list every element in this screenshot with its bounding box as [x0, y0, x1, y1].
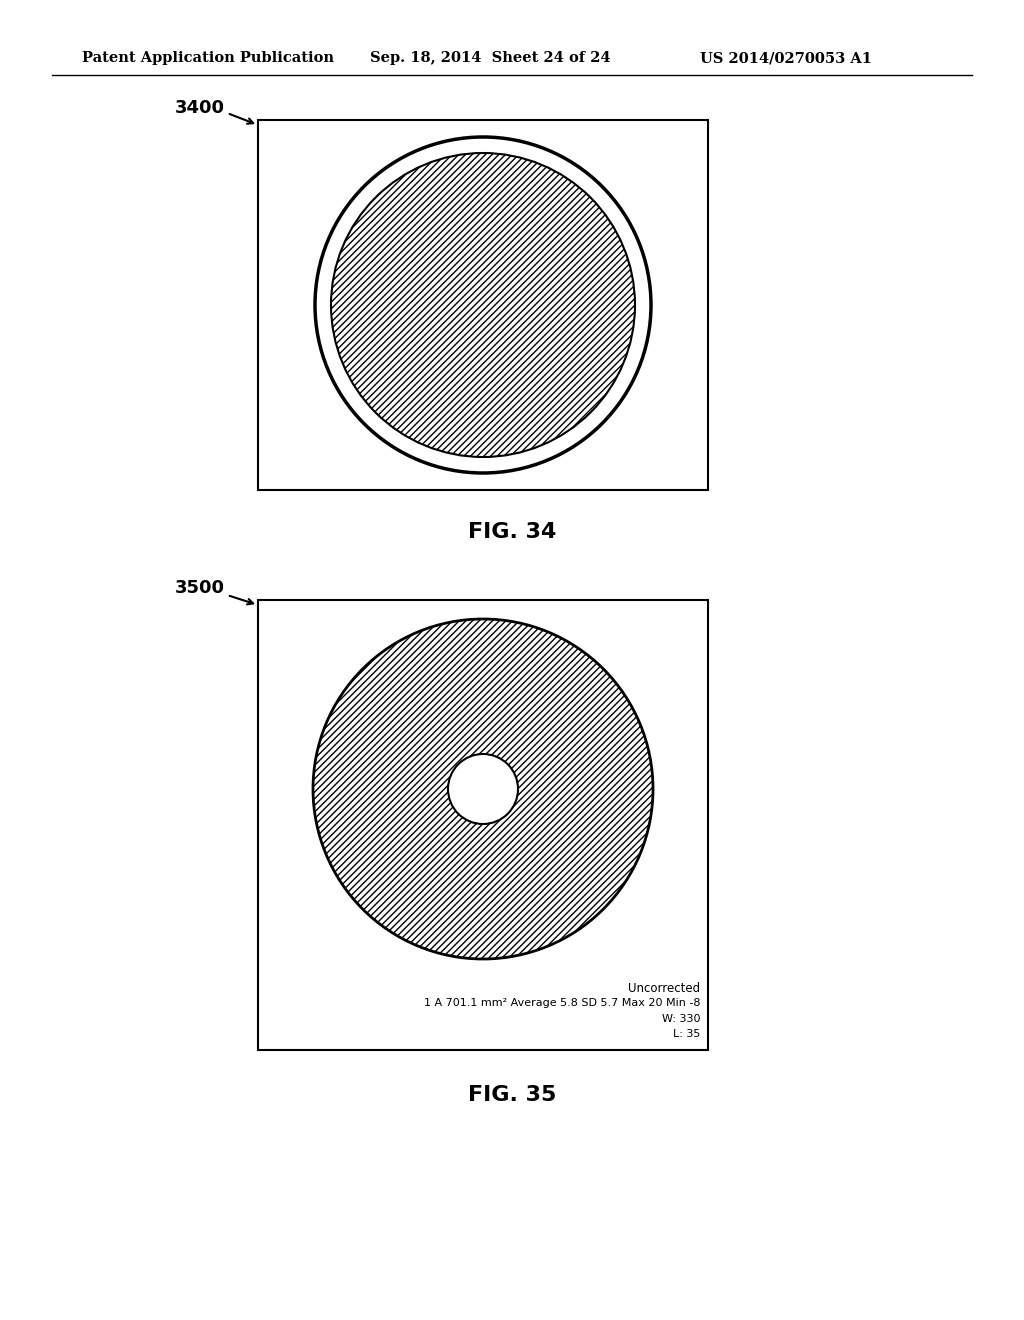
Text: 3500: 3500: [175, 579, 225, 597]
Circle shape: [313, 619, 653, 960]
Text: FIG. 35: FIG. 35: [468, 1085, 556, 1105]
Bar: [258, 601, 708, 1049]
Text: FIG. 34: FIG. 34: [468, 521, 556, 543]
Circle shape: [449, 754, 518, 824]
Text: Patent Application Publication: Patent Application Publication: [82, 51, 334, 65]
Text: Uncorrected: Uncorrected: [628, 982, 700, 995]
Text: 3400: 3400: [175, 99, 225, 117]
Circle shape: [331, 153, 635, 457]
Text: L: 35: L: 35: [673, 1030, 700, 1039]
Circle shape: [315, 137, 651, 473]
Text: 1 A 701.1 mm² Average 5.8 SD 5.7 Max 20 Min -8: 1 A 701.1 mm² Average 5.8 SD 5.7 Max 20 …: [424, 998, 700, 1008]
Text: W: 330: W: 330: [662, 1014, 700, 1024]
Bar: [258, 120, 708, 490]
Text: Sep. 18, 2014  Sheet 24 of 24: Sep. 18, 2014 Sheet 24 of 24: [370, 51, 610, 65]
Text: US 2014/0270053 A1: US 2014/0270053 A1: [700, 51, 872, 65]
